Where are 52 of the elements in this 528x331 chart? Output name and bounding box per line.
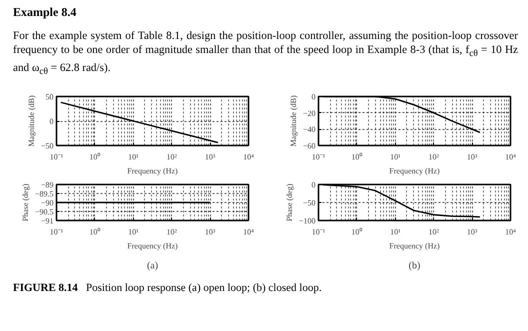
x-axis-title: Frequency (Hz) bbox=[127, 242, 178, 250]
x-tick-label: 10² bbox=[428, 228, 440, 236]
x-tick-label: 10² bbox=[166, 152, 178, 162]
x-tick-label: 10⁰ bbox=[89, 152, 100, 162]
x-tick-label: 10⁻¹ bbox=[50, 152, 64, 162]
x-axis-title: Frequency (Hz) bbox=[389, 242, 440, 250]
caption: FIGURE 8.14 Position loop response (a) open loop; (b) closed loop. bbox=[13, 281, 322, 296]
y-axis-title: Magnitude (dB) bbox=[288, 95, 298, 147]
y-tick-label: −100 bbox=[298, 216, 316, 226]
y-tick-label: 0 bbox=[312, 92, 316, 102]
chart-title: Example 8.4 bbox=[13, 5, 76, 19]
y-tick-label: −91 bbox=[40, 216, 54, 226]
x-axis-title: Frequency (Hz) bbox=[127, 166, 178, 176]
y-tick-label: −89.5 bbox=[34, 190, 54, 198]
x-tick-label: 10² bbox=[428, 152, 440, 162]
y-tick-label: 50 bbox=[46, 92, 54, 102]
x-tick-label: 10³ bbox=[466, 152, 478, 162]
x-tick-label: 10⁻¹ bbox=[312, 152, 326, 162]
text: For the example system of Table 8.1, design the position-loop controller, assuming the position-loop crossover frequency to be one order of magnitude smaller than that of the speed loop in Example 8-3 (that is, f$_{cθ}$ = 10 Hz and ω$_{cθ}$ = 62.8 rad/s). bbox=[13, 30, 518, 78]
y-axis-title: Magnitude (dB) bbox=[26, 95, 36, 147]
x-tick-label: 10⁻¹ bbox=[312, 228, 326, 236]
y-tick-label: −90 bbox=[40, 198, 54, 208]
y-axis-title: Phase (deg) bbox=[284, 183, 294, 222]
y-tick-label: −50 bbox=[302, 198, 316, 208]
x-tick-label: 10¹ bbox=[128, 152, 140, 162]
x-tick-label: 10⁴ bbox=[243, 152, 254, 162]
text: (b) bbox=[408, 260, 420, 272]
y-axis-title: Phase (deg) bbox=[20, 183, 30, 222]
text: (a) bbox=[146, 260, 158, 272]
x-tick-label: 10⁰ bbox=[351, 228, 362, 236]
x-tick-label: 10⁴ bbox=[505, 152, 516, 162]
x-tick-label: 10¹ bbox=[128, 228, 140, 236]
x-tick-label: 10³ bbox=[466, 228, 478, 236]
x-tick-label: 10³ bbox=[204, 152, 216, 162]
x-tick-label: 10¹ bbox=[390, 152, 402, 162]
x-axis-title: Frequency (Hz) bbox=[389, 166, 440, 176]
y-tick-label: 0 bbox=[312, 180, 316, 190]
x-tick-label: 10³ bbox=[204, 228, 216, 236]
x-tick-label: 10⁴ bbox=[243, 228, 254, 236]
y-tick-label: 0 bbox=[50, 117, 54, 126]
x-tick-label: 10⁻¹ bbox=[50, 228, 64, 236]
y-tick-label: −20 bbox=[302, 108, 316, 118]
y-tick-label: −40 bbox=[302, 125, 316, 134]
x-tick-label: 10² bbox=[166, 228, 178, 236]
y-tick-label: −90.5 bbox=[34, 208, 54, 216]
y-tick-label: −89 bbox=[40, 180, 54, 190]
x-tick-label: 10⁰ bbox=[351, 152, 362, 162]
x-tick-label: 10⁴ bbox=[505, 228, 516, 236]
y-tick-label: −50 bbox=[40, 142, 54, 150]
y-tick-label: −60 bbox=[302, 142, 316, 150]
x-tick-label: 10⁰ bbox=[89, 228, 100, 236]
x-tick-label: 10¹ bbox=[390, 228, 402, 236]
